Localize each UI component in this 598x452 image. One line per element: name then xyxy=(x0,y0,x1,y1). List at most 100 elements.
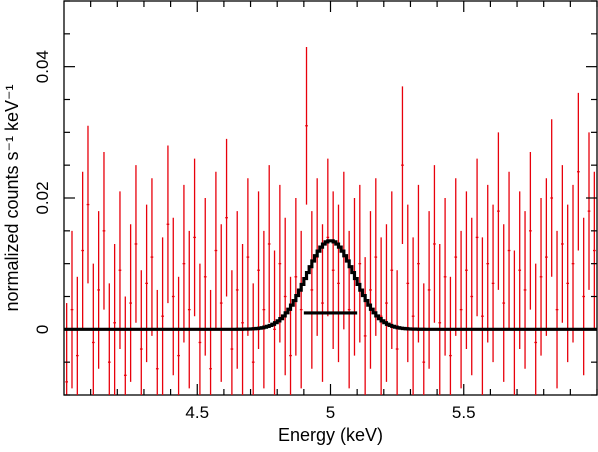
plot-frame xyxy=(63,0,598,396)
data-point xyxy=(406,204,410,363)
data-point xyxy=(593,171,596,330)
data-point xyxy=(358,184,362,343)
data-point xyxy=(433,165,436,323)
data-point xyxy=(363,257,367,395)
data-point xyxy=(305,46,308,205)
data-layer xyxy=(65,46,596,395)
data-point xyxy=(209,289,212,395)
data-point xyxy=(118,191,122,350)
data-point xyxy=(246,178,250,336)
data-point xyxy=(518,191,522,350)
data-point xyxy=(123,296,127,395)
data-point xyxy=(241,243,244,395)
data-point xyxy=(129,224,132,382)
y-tick-label: 0 xyxy=(33,325,52,334)
x-tick-label: 4.5 xyxy=(185,403,209,422)
data-point xyxy=(235,211,239,369)
data-point xyxy=(267,165,271,323)
data-point xyxy=(459,230,463,389)
x-tick-label: 5.5 xyxy=(452,403,476,422)
data-point xyxy=(177,276,180,395)
x-tick-label: 5 xyxy=(326,403,335,422)
data-point xyxy=(150,178,154,336)
data-point xyxy=(326,158,330,317)
y-axis-title: normalized counts s⁻¹ keV⁻¹ xyxy=(2,84,22,311)
data-point xyxy=(171,217,175,376)
data-point xyxy=(70,230,74,389)
data-point xyxy=(310,211,314,369)
data-point xyxy=(102,152,106,310)
data-point xyxy=(545,178,548,336)
data-point xyxy=(529,152,532,310)
data-point xyxy=(203,198,207,356)
data-point xyxy=(438,243,442,395)
data-point xyxy=(283,217,287,376)
data-point xyxy=(550,119,554,277)
data-point xyxy=(486,184,490,343)
data-point xyxy=(395,270,399,395)
data-point xyxy=(502,224,506,382)
data-point xyxy=(337,204,340,363)
data-point xyxy=(230,270,234,395)
data-point xyxy=(289,276,292,395)
data-point xyxy=(374,178,378,336)
data-point xyxy=(561,165,564,323)
data-point xyxy=(145,204,148,363)
data-point xyxy=(299,230,303,389)
data-point xyxy=(193,158,196,317)
data-point xyxy=(161,237,164,395)
data-point xyxy=(262,230,266,389)
data-point xyxy=(470,217,474,376)
data-point xyxy=(331,191,335,350)
ticks-layer: 4.5 5 5.5 0 0.02 0.04 xyxy=(33,0,598,422)
data-point xyxy=(214,171,218,330)
data-point xyxy=(166,145,170,304)
data-point xyxy=(278,184,282,343)
model-line xyxy=(64,239,597,331)
data-point xyxy=(321,224,324,382)
data-point xyxy=(65,303,68,395)
data-point xyxy=(566,204,570,363)
data-point xyxy=(86,125,90,284)
data-point xyxy=(427,211,431,369)
x-axis-title: Energy (keV) xyxy=(278,425,383,445)
data-point xyxy=(81,171,84,330)
data-point xyxy=(411,237,415,395)
data-point xyxy=(257,191,260,350)
data-point xyxy=(155,289,159,395)
data-point xyxy=(75,276,79,395)
data-point xyxy=(294,198,298,356)
y-tick-label: 0.04 xyxy=(33,50,52,83)
data-point xyxy=(523,211,527,369)
data-point xyxy=(417,184,420,343)
data-point xyxy=(539,198,543,356)
data-point xyxy=(97,211,100,369)
data-point xyxy=(390,191,394,350)
y-tick-label: 0.02 xyxy=(33,181,52,214)
data-point xyxy=(251,283,255,395)
data-point xyxy=(443,198,447,356)
data-point xyxy=(475,158,479,317)
data-point xyxy=(491,204,495,363)
data-point xyxy=(449,276,452,395)
data-point xyxy=(465,191,468,350)
data-point xyxy=(577,92,580,251)
data-point xyxy=(587,132,591,290)
data-point xyxy=(107,283,111,395)
data-point xyxy=(507,171,511,330)
data-point xyxy=(513,250,516,395)
data-point xyxy=(139,270,143,395)
data-point xyxy=(454,178,458,336)
data-point xyxy=(497,132,500,290)
data-point xyxy=(571,184,575,343)
data-point xyxy=(347,230,351,389)
data-point xyxy=(401,86,404,244)
data-point xyxy=(379,237,383,395)
data-point xyxy=(481,237,484,395)
model-layer xyxy=(64,239,597,331)
data-point xyxy=(422,283,426,395)
data-point xyxy=(182,184,186,343)
data-point xyxy=(134,165,138,323)
data-point xyxy=(582,217,586,376)
